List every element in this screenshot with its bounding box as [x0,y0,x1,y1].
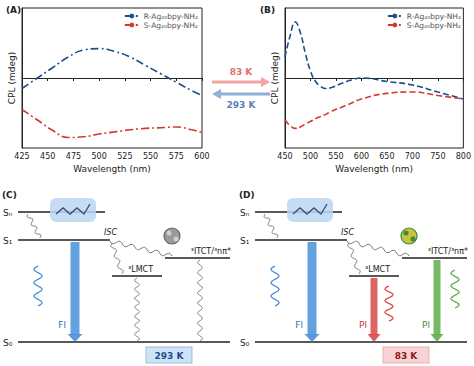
svg-text:550: 550 [143,152,158,161]
svg-text:S₁: S₁ [240,236,250,246]
svg-text:425: 425 [14,152,29,161]
svg-text:R-Ag₂₀bpy-NH₂: R-Ag₂₀bpy-NH₂ [144,12,198,21]
svg-text:(C): (C) [2,190,17,200]
svg-text:750: 750 [430,152,445,161]
svg-text:S-Ag₂₀bpy-NH₂: S-Ag₂₀bpy-NH₂ [144,21,198,30]
svg-text:Pl: Pl [422,320,430,330]
svg-text:S₀: S₀ [3,338,13,348]
svg-text:500: 500 [303,152,318,161]
svg-text:83 K: 83 K [395,351,419,361]
svg-text:600: 600 [354,152,369,161]
svg-text:500: 500 [92,152,107,161]
svg-text:ISC: ISC [341,228,354,237]
svg-text:Wavelength (nm): Wavelength (nm) [73,164,151,174]
svg-text:Pl: Pl [359,320,367,330]
svg-text:Wavelength (nm): Wavelength (nm) [335,164,413,174]
svg-text:550: 550 [328,152,343,161]
svg-text:S₀: S₀ [240,338,250,348]
svg-text:450: 450 [40,152,55,161]
svg-text:83 K: 83 K [230,67,254,77]
svg-text:CPL (mdeg): CPL (mdeg) [7,52,17,104]
svg-text:Sₙ: Sₙ [240,208,250,218]
svg-text:S-Ag₂₀bpy-NH₂: S-Ag₂₀bpy-NH₂ [407,21,461,30]
svg-text:600: 600 [194,152,209,161]
svg-text:293 K: 293 K [155,351,185,361]
svg-text:(A): (A) [6,5,21,15]
svg-text:Fl: Fl [58,320,66,330]
svg-text:(B): (B) [260,5,275,15]
svg-text:³ITCT/³nπ*: ³ITCT/³nπ* [191,247,231,256]
svg-text:Sₙ: Sₙ [3,208,13,218]
svg-text:ISC: ISC [104,228,117,237]
svg-text:³LMCT: ³LMCT [365,265,390,274]
svg-text:R-Ag₂₀bpy-NH₂: R-Ag₂₀bpy-NH₂ [407,12,461,21]
svg-text:475: 475 [66,152,81,161]
svg-text:³LMCT: ³LMCT [128,265,153,274]
svg-text:450: 450 [277,152,292,161]
svg-text:S₁: S₁ [3,236,13,246]
svg-text:575: 575 [169,152,184,161]
svg-text:650: 650 [379,152,394,161]
svg-text:800: 800 [456,152,471,161]
svg-text:(D): (D) [239,190,255,200]
svg-text:³ITCT/³nπ*: ³ITCT/³nπ* [428,247,468,256]
svg-text:700: 700 [405,152,420,161]
svg-text:293 K: 293 K [227,100,257,110]
svg-text:525: 525 [117,152,132,161]
svg-text:Fl: Fl [295,320,303,330]
svg-text:CPL (mdeg): CPL (mdeg) [270,52,280,104]
